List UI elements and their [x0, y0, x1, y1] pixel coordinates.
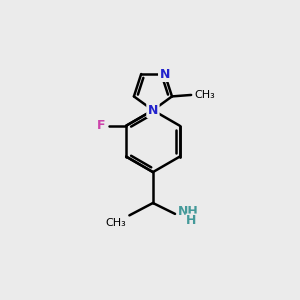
- Text: F: F: [97, 119, 106, 132]
- Text: H: H: [186, 214, 197, 227]
- Text: NH: NH: [178, 205, 199, 218]
- Text: CH₃: CH₃: [106, 218, 126, 228]
- Text: N: N: [160, 68, 170, 80]
- Text: N: N: [148, 104, 158, 117]
- Text: CH₃: CH₃: [194, 90, 215, 100]
